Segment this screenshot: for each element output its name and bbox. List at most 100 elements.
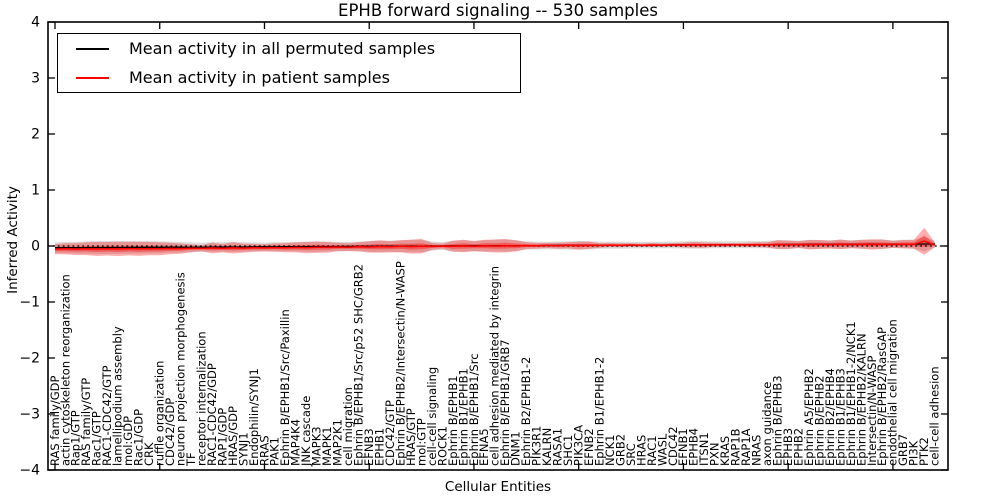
x-category-label: RAC1-CDC42/GDP [205, 363, 219, 466]
legend-label: Mean activity in patient samples [129, 68, 390, 87]
x-category-label: Rac1/GDP [132, 409, 146, 466]
x-category-label: RAP1B [729, 428, 743, 466]
legend-label: Mean activity in all permuted samples [129, 39, 436, 58]
x-category-label: receptor internalization [194, 331, 208, 466]
y-tick-label: 0 [31, 239, 40, 255]
x-category-label: lamellipodium assembly [111, 326, 125, 466]
x-category-label: GRB2 [613, 434, 627, 466]
x-category-label: ITSN1 [697, 432, 711, 466]
chart-title: EPHB forward signaling -- 530 samples [338, 1, 658, 20]
x-category-label: EFNA5 [477, 428, 491, 466]
x-category-label: HRAS/GTP [404, 408, 418, 466]
x-category-label: Ephrin B/EPHB1/Src/Paxillin [278, 309, 292, 466]
x-category-label: MAP4K4 [289, 419, 303, 466]
y-axis-ticks: 4 3 2 1 0 −1 −2 −3 −4 [19, 15, 948, 479]
x-category-label: Ephrin B/EPHB1/Src/p52 SHC/GRB2 [351, 264, 365, 466]
x-category-label: Endophilin/SYNJ1 [247, 368, 261, 466]
x-category-label: EFNB3 [362, 428, 376, 466]
patient-std-band [55, 227, 935, 257]
legend: Mean activity in all permuted samples Mea… [57, 33, 521, 93]
x-category-label: axon guidance [760, 382, 774, 466]
x-category-label: PIK3CA [571, 425, 585, 466]
y-axis-label: Inferred Activity [5, 186, 21, 294]
x-category-label: CRK [142, 442, 156, 466]
x-category-label: Ephrin B/EPHB1/GRB7 [498, 339, 512, 466]
x-category-label: Ephrin A5/EPHB2 [802, 368, 816, 466]
x-category-label: RAC1 [645, 435, 659, 466]
y-tick-label: −3 [19, 407, 40, 423]
x-category-label: Intersectin/N-WASP [865, 356, 879, 466]
x-category-label: JNK cascade [299, 396, 313, 467]
x-category-label: neuron projection morphogenesis [173, 272, 187, 466]
x-category-label: Ephrin B/EPHB1/Src [467, 353, 481, 466]
x-category-label: Ephrin B1/EPHB1 [456, 368, 470, 466]
x-category-label: endothelial cell migration [886, 319, 900, 466]
x-category-label: GRB7 [896, 434, 910, 466]
x-category-label: DNM1 [509, 431, 523, 466]
x-category-label: Ephrin B1/EPHB3 [833, 368, 847, 466]
x-category-label: ruffle organization [152, 361, 166, 466]
x-category-label: HRAS/GDP [226, 406, 240, 466]
y-tick-label: 3 [31, 71, 40, 87]
patient-mean-line [54, 240, 936, 250]
legend-line-swatch [76, 47, 109, 50]
x-category-label: KRAS [718, 436, 732, 466]
x-category-label: Ephrin B1/EPHB1-2 [592, 357, 606, 466]
x-category-label: MAPK1 [320, 426, 334, 466]
x-category-label: EPHB1 [372, 428, 386, 466]
x-category-label: CDC42 [666, 426, 680, 466]
x-category-label: EFNB2 [582, 428, 596, 466]
x-category-label: EFNB1 [676, 428, 690, 466]
x-category-label: Ephrin B/EPHB1 [446, 375, 460, 466]
x-category-label: Rac1/GTP [90, 411, 104, 466]
y-tick-label: −2 [19, 351, 40, 367]
x-category-label: RASA1 [550, 428, 564, 466]
legend-entry-patient: Mean activity in patient samples [58, 64, 520, 92]
y-tick-label: 1 [31, 183, 40, 199]
x-category-label: Ephrin B/EPHB2/KALRN [854, 333, 868, 466]
x-category-label: PAK1 [268, 437, 282, 466]
legend-entry-permuted: Mean activity in all permuted samples [58, 35, 520, 63]
x-category-label: EPHB2 [791, 428, 805, 466]
x-category-label: SHC1 [561, 435, 575, 466]
x-category-label: RAS family/GTP [79, 378, 93, 466]
x-category-label: NCK1 [603, 435, 617, 467]
legend-line-swatch [76, 76, 109, 79]
x-category-label: RAP1/GDP [215, 408, 229, 466]
x-category-label: cell adhesion mediated by integrin [488, 266, 502, 466]
x-category-label: NRAS [749, 435, 763, 466]
x-category-label: EPHB4 [687, 428, 701, 466]
x-category-label: WASL [655, 433, 669, 466]
x-category-label: RRAS [257, 435, 271, 466]
x-category-label: ROCK1 [435, 426, 449, 466]
x-category-label: HRAS [634, 435, 648, 466]
x-category-label: Ephrin B/EPHB2/Intersectin/N-WASP [393, 261, 407, 466]
x-category-label: TF [184, 452, 198, 467]
x-axis-ticks [54, 22, 894, 470]
x-category-label: Ephrin B2/EPHB1-2 [519, 357, 533, 466]
x-category-label: RAS family/GDP [48, 376, 62, 466]
x-category-label: CDC42/GTP [383, 400, 397, 466]
x-category-label: PIK3R1 [530, 426, 544, 467]
x-axis-label: Cellular Entities [444, 479, 552, 495]
x-category-label: Ephrin B1/EPHB1-2/NCK1 [844, 321, 858, 466]
x-category-label: RAC1-CDC42/GTP [100, 365, 114, 466]
x-category-label: Ephrin B/EPHB2/RasGAP [875, 327, 889, 466]
x-category-label: PI3K [907, 440, 921, 466]
x-category-label: EPHB3 [781, 428, 795, 466]
x-category-label: PXN [708, 443, 722, 466]
x-category-label: Ephrin B/EPHB2 [812, 375, 826, 466]
x-category-label: CDC42/GDP [163, 398, 177, 466]
x-category-label: KALRN [540, 428, 554, 466]
x-category-label: Ephrin B2/EPHB4 [823, 368, 837, 466]
x-category-label: mol:GDP [121, 416, 135, 466]
x-category-label: cell-cell adhesion [928, 366, 942, 466]
y-tick-label: −1 [19, 295, 40, 311]
y-tick-label: −4 [19, 463, 40, 479]
y-tick-label: 4 [31, 15, 40, 31]
x-category-label: mol:GTP [414, 418, 428, 466]
x-category-label: RAP1A [739, 428, 753, 466]
